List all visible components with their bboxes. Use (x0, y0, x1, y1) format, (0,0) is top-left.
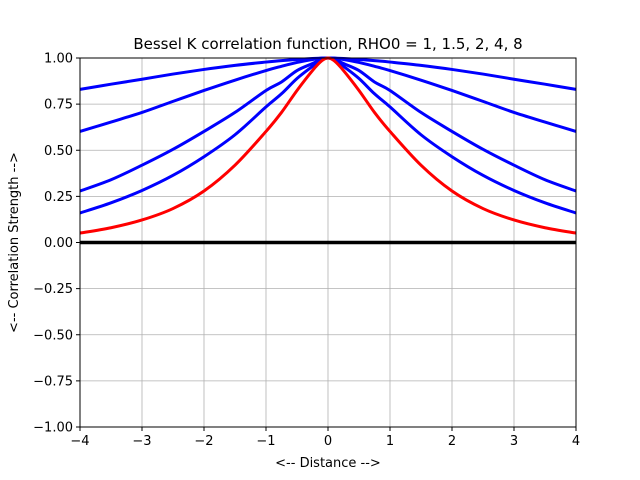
y-tick-label: 0.75 (44, 98, 73, 113)
x-tick-label: 3 (510, 434, 518, 449)
ticks-layer: −4 −3 −2 −1 0 1 2 3 4 −1.00 −0.75 −0.50 −0.25 0.00 0.2… (33, 52, 580, 450)
x-tick-label: 0 (324, 434, 332, 449)
x-axis-label: <-- Distance --> (275, 456, 381, 471)
y-tick-label: 0.00 (44, 236, 73, 251)
y-tick-label: 1.00 (44, 52, 73, 67)
y-tick-label: 0.25 (44, 190, 73, 205)
y-tick-label: −0.75 (33, 374, 73, 389)
x-tick-label: 2 (448, 434, 456, 449)
y-tick-label: −0.50 (33, 328, 73, 343)
y-axis-label: <-- Correlation Strength --> (7, 152, 22, 333)
x-tick-label: −3 (132, 434, 151, 449)
x-tick-label: 1 (386, 434, 394, 449)
chart-title: Bessel K correlation function, RHO0 = 1,… (133, 35, 522, 53)
x-tick-label: −4 (70, 434, 89, 449)
y-tick-label: −0.25 (33, 282, 73, 297)
x-tick-label: 4 (572, 434, 580, 449)
x-tick-label: −2 (194, 434, 213, 449)
y-tick-label: 0.50 (44, 144, 73, 159)
x-tick-label: −1 (256, 434, 275, 449)
y-tick-label: −1.00 (33, 421, 73, 436)
